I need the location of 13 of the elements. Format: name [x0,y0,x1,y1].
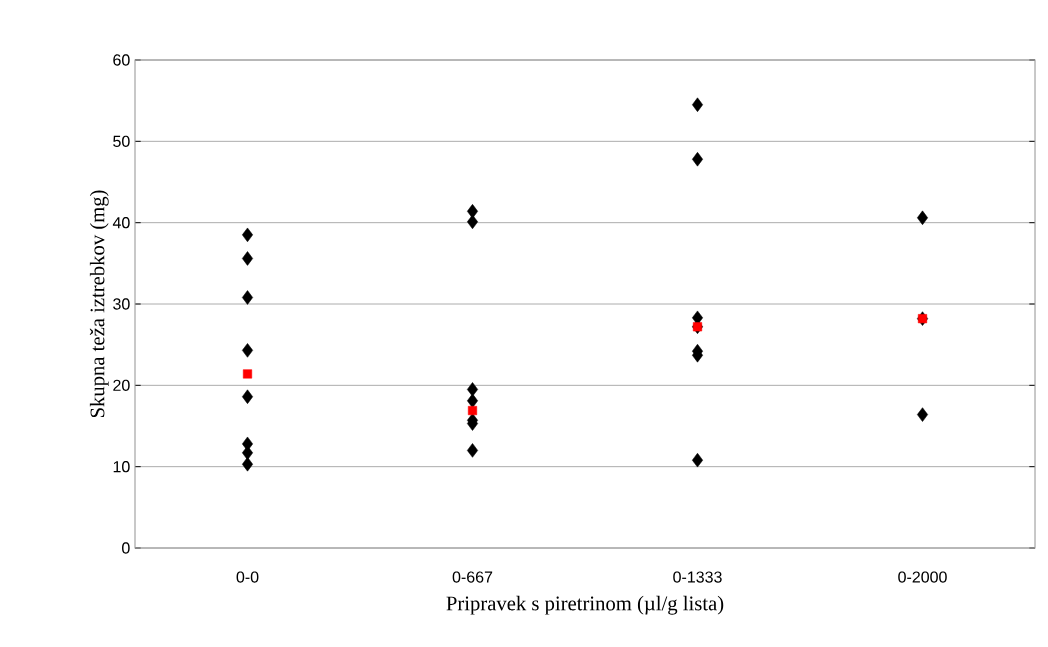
x-tick-label: 0-2000 [898,571,947,583]
x-tick-label: 0-1333 [673,571,722,583]
y-tick-label: 60 [113,54,130,66]
y-axis-title: Skupna teža iztrebkov (mg) [89,190,109,418]
y-tick-label: 40 [112,217,130,229]
x-axis-title: Pripravek s piretrinom (µl/g lista) [446,595,724,615]
y-tick-label: 0 [122,542,130,554]
y-tick-label: 10 [113,461,130,473]
y-tick-label: 50 [113,135,130,147]
y-tick-label: 20 [113,379,130,391]
x-tick-label: 0-0 [236,571,259,583]
x-tick-label: 0-667 [452,571,493,583]
y-tick-label: 30 [113,298,130,310]
